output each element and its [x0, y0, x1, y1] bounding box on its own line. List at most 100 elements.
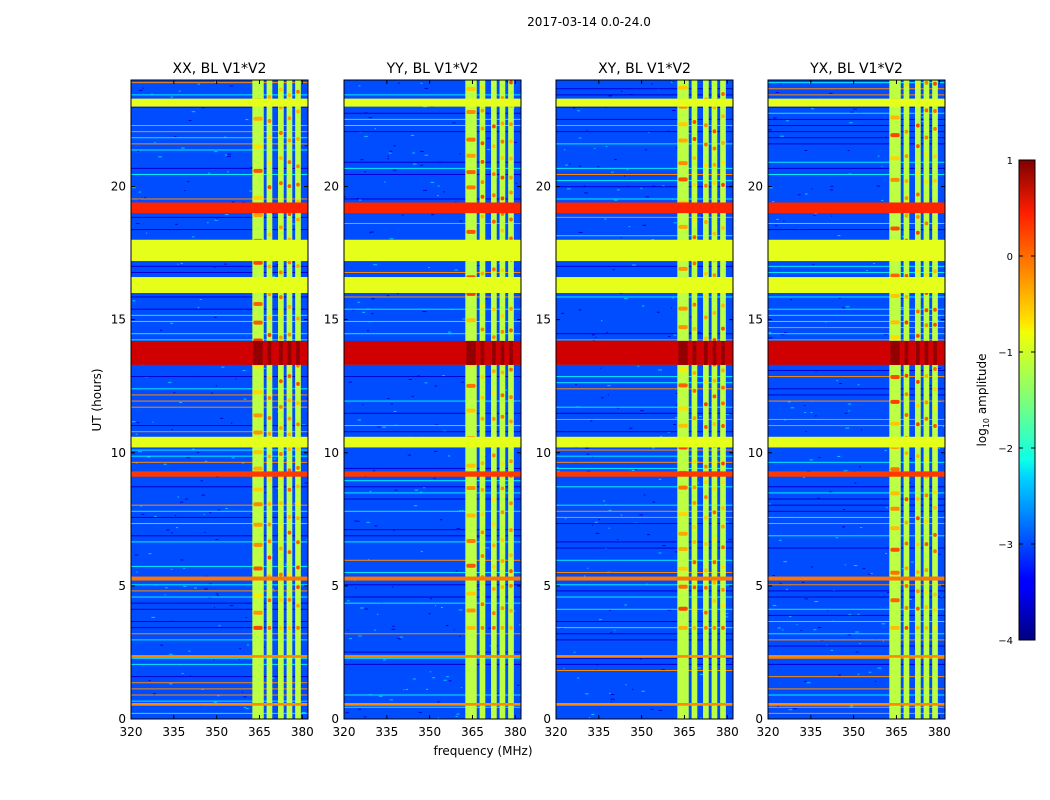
noise-mark — [930, 198, 932, 200]
noise-mark — [804, 150, 808, 152]
strong-signal — [916, 340, 920, 365]
noise-mark — [483, 298, 488, 300]
noise-mark — [435, 605, 437, 607]
time-stripe — [556, 455, 733, 457]
noise-mark — [424, 382, 428, 384]
noise-mark — [818, 457, 821, 459]
signal-blob — [500, 625, 505, 630]
time-stripe — [556, 486, 733, 488]
noise-mark — [700, 673, 705, 675]
noise-mark — [354, 520, 357, 522]
time-stripe — [131, 694, 308, 696]
noise-mark — [609, 609, 612, 611]
noise-mark — [455, 201, 457, 203]
bright-band — [556, 655, 733, 658]
time-stripe — [344, 492, 521, 494]
signal-blob — [933, 81, 937, 86]
time-stripe — [131, 535, 308, 537]
signal-blob — [509, 459, 513, 464]
noise-mark — [516, 684, 520, 686]
signal-blob — [287, 573, 292, 578]
time-stripe — [131, 296, 308, 298]
signal-blob — [704, 610, 708, 615]
signal-blob — [267, 454, 272, 459]
noise-mark — [788, 709, 793, 711]
time-stripe — [768, 504, 945, 506]
time-stripe — [344, 602, 521, 604]
signal-blob — [480, 194, 485, 199]
signal-blob — [916, 84, 920, 89]
time-stripe — [556, 467, 733, 469]
time-stripe — [131, 131, 308, 133]
noise-mark — [573, 651, 576, 653]
noise-mark — [485, 547, 490, 549]
noise-mark — [614, 629, 616, 631]
signal-blob — [890, 491, 900, 496]
signal-blob — [692, 459, 697, 464]
signal-blob — [296, 182, 300, 187]
noise-mark — [726, 612, 729, 614]
time-stripe — [768, 131, 945, 133]
signal-blob — [924, 493, 929, 498]
x-tick-label: 335 — [799, 725, 822, 739]
signal-blob — [916, 454, 920, 459]
noise-mark — [229, 605, 234, 607]
noise-mark — [624, 298, 628, 300]
time-stripe — [344, 694, 521, 696]
noise-mark — [610, 694, 615, 696]
noise-mark — [594, 521, 598, 523]
signal-blob — [924, 542, 929, 547]
noise-mark — [398, 82, 400, 84]
signal-blob — [704, 464, 708, 469]
time-stripe — [131, 149, 308, 151]
signal-blob — [904, 373, 909, 378]
noise-mark — [797, 194, 801, 196]
noise-mark — [862, 568, 866, 570]
noise-mark — [841, 307, 846, 309]
noise-mark — [769, 187, 773, 189]
x-tick-label: 350 — [418, 725, 441, 739]
signal-blob — [924, 519, 929, 524]
noise-mark — [293, 389, 295, 391]
noise-mark — [900, 435, 904, 437]
noise-mark — [180, 262, 183, 264]
noise-mark — [179, 402, 183, 404]
signal-band — [508, 80, 514, 719]
noise-mark — [487, 627, 492, 629]
signal-blob — [678, 566, 688, 571]
signal-blob — [916, 268, 920, 273]
signal-blob — [279, 311, 283, 316]
noise-mark — [197, 307, 200, 309]
signal-blob — [480, 487, 485, 492]
x-tick-label: 320 — [757, 725, 780, 739]
signal-blob — [480, 304, 485, 309]
y-tick-label: 0 — [543, 712, 551, 726]
noise-mark — [730, 469, 733, 471]
signal-band — [499, 80, 506, 719]
signal-blob — [296, 603, 300, 608]
noise-mark — [484, 456, 486, 458]
noise-mark — [243, 706, 247, 708]
signal-band — [677, 80, 689, 719]
x-tick-label: 365 — [673, 725, 696, 739]
noise-mark — [399, 636, 404, 638]
time-stripe — [131, 143, 308, 145]
y-tick-label: 20 — [324, 180, 339, 194]
signal-blob — [904, 179, 909, 184]
noise-mark — [397, 293, 399, 295]
noise-mark — [263, 367, 267, 369]
time-stripe — [556, 186, 733, 188]
signal-blob — [678, 423, 688, 428]
noise-mark — [652, 501, 656, 503]
signal-blob — [296, 401, 300, 406]
noise-mark — [399, 638, 402, 640]
noise-mark — [628, 226, 631, 228]
noise-mark — [230, 422, 233, 424]
noise-mark — [728, 538, 732, 540]
noise-mark — [645, 196, 650, 198]
noise-mark — [826, 644, 828, 646]
noise-mark — [235, 378, 237, 380]
time-stripe — [768, 94, 945, 96]
noise-mark — [215, 593, 219, 595]
noise-mark — [423, 106, 427, 108]
